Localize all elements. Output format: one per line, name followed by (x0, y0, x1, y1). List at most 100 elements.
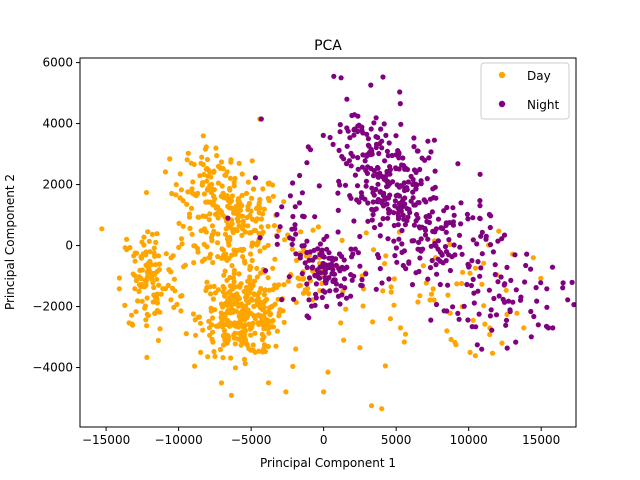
data-point (198, 160, 204, 166)
data-point (457, 244, 463, 250)
data-point (341, 337, 347, 343)
data-point (282, 237, 288, 243)
data-point (258, 216, 264, 222)
data-point (144, 269, 150, 275)
data-point (141, 242, 147, 248)
data-point (426, 155, 432, 161)
data-point (211, 349, 217, 355)
data-point (346, 158, 352, 164)
data-point (144, 311, 150, 317)
data-point (479, 251, 485, 257)
data-point (565, 297, 571, 303)
data-point (274, 211, 280, 218)
data-point (475, 259, 481, 265)
data-point (376, 150, 382, 157)
data-point (488, 307, 494, 313)
data-point (412, 181, 418, 187)
data-point (395, 192, 401, 198)
data-point (338, 253, 345, 259)
data-point (248, 310, 254, 317)
data-point (470, 237, 476, 243)
y-tick-label: 2000 (42, 178, 73, 192)
data-point (329, 271, 335, 277)
data-point (210, 315, 216, 321)
data-point (465, 261, 471, 267)
data-point (158, 291, 164, 297)
data-point (382, 158, 388, 164)
data-point (318, 270, 324, 276)
data-point (177, 195, 183, 201)
data-point (458, 200, 464, 206)
data-point (279, 204, 285, 210)
data-point (445, 282, 451, 288)
data-point (260, 300, 266, 306)
data-point (394, 259, 400, 265)
data-point (252, 291, 258, 298)
data-point (377, 222, 383, 228)
data-point (249, 216, 255, 222)
data-point (302, 260, 308, 266)
data-point (211, 283, 217, 289)
data-point (379, 138, 385, 144)
data-point (550, 325, 556, 331)
data-point (365, 164, 371, 170)
data-point (248, 332, 254, 338)
data-point (355, 166, 361, 172)
data-point (381, 121, 387, 127)
data-point (460, 269, 466, 275)
data-point (143, 249, 149, 255)
data-point (222, 300, 228, 307)
data-point (290, 180, 296, 186)
data-point (290, 363, 296, 369)
data-point (392, 198, 398, 204)
data-point (149, 231, 155, 237)
data-point (199, 182, 205, 188)
data-point (229, 283, 235, 289)
data-point (176, 244, 182, 250)
data-point (235, 323, 241, 329)
data-point (220, 355, 226, 361)
data-point (530, 255, 536, 261)
data-point (217, 346, 223, 353)
data-point (139, 267, 145, 273)
data-point (310, 227, 316, 233)
data-point (231, 271, 237, 277)
y-tick-label: 6000 (42, 56, 73, 70)
data-point (257, 235, 263, 241)
data-point (386, 140, 392, 146)
data-point (348, 293, 354, 299)
data-point (304, 249, 310, 256)
data-point (370, 199, 376, 205)
data-point (321, 389, 327, 395)
data-point (239, 232, 245, 238)
data-point (396, 184, 402, 190)
data-point (474, 241, 480, 247)
data-point (512, 252, 518, 258)
data-point (147, 249, 153, 255)
data-point (241, 356, 248, 362)
data-point (152, 253, 158, 259)
data-point (428, 291, 435, 297)
data-point (461, 303, 467, 309)
data-point (382, 363, 388, 369)
data-point (504, 264, 510, 270)
data-point (362, 196, 368, 202)
data-point (371, 224, 378, 231)
x-tick-label: 10000 (450, 433, 488, 447)
data-point (209, 223, 215, 229)
data-point (228, 157, 234, 163)
data-point (368, 82, 374, 88)
data-point (355, 250, 361, 256)
data-point (370, 247, 377, 253)
data-point (124, 236, 130, 242)
data-point (489, 327, 495, 333)
data-point (207, 332, 213, 338)
data-point (223, 251, 229, 257)
data-point (355, 113, 361, 119)
data-point (487, 331, 493, 338)
data-point (389, 152, 395, 159)
data-point (306, 257, 312, 263)
data-point (428, 317, 434, 323)
data-point (360, 303, 366, 309)
data-point (213, 145, 219, 151)
